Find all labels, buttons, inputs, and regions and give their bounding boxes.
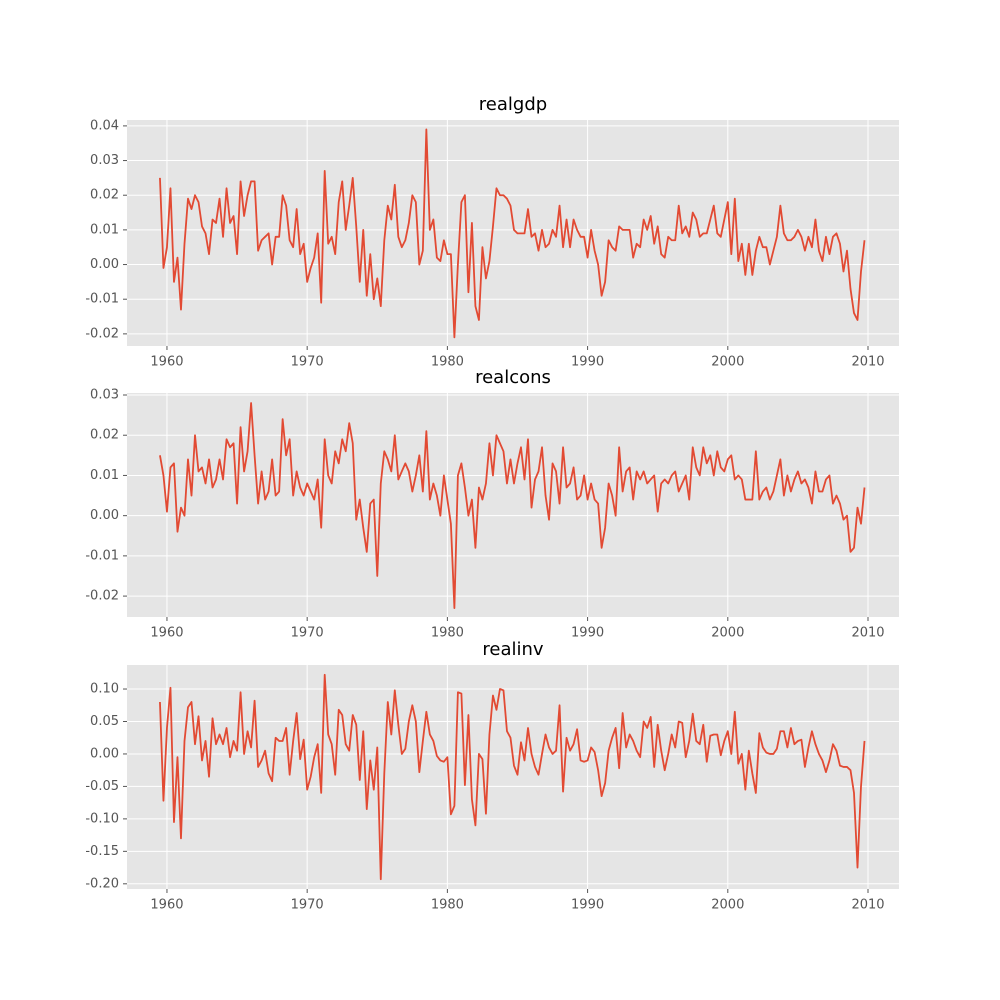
y-tick-label: 0.02 — [90, 188, 119, 203]
plot-area — [127, 665, 899, 889]
x-tick-label: 1980 — [431, 355, 464, 370]
y-tick-label: 0.00 — [90, 746, 119, 761]
x-tick-label: 1960 — [150, 626, 183, 641]
x-tick-label: 1990 — [571, 355, 604, 370]
data-line — [159, 402, 866, 610]
plot-area — [127, 120, 899, 346]
x-tick-label: 2000 — [711, 355, 744, 370]
x-tick-label: 2010 — [851, 355, 884, 370]
x-tick-label: 1960 — [150, 355, 183, 370]
data-line — [159, 673, 866, 881]
y-tick-label: -0.05 — [85, 779, 119, 794]
y-tick-label: 0.03 — [90, 388, 119, 403]
x-tick-label: 2000 — [711, 898, 744, 913]
y-tick-label: -0.10 — [85, 811, 119, 826]
x-tick-label: 2010 — [851, 898, 884, 913]
x-tick-label: 1980 — [431, 898, 464, 913]
plot-area — [127, 393, 899, 617]
chart-title: realgdp — [479, 94, 547, 115]
x-tick-label: 1990 — [571, 626, 604, 641]
y-tick-label: 0.03 — [90, 153, 119, 168]
chart-title: realcons — [475, 367, 551, 388]
x-tick-label: 1960 — [150, 898, 183, 913]
chart-title: realinv — [482, 639, 544, 660]
x-tick-label: 1970 — [291, 355, 324, 370]
y-tick-label: 0.10 — [90, 682, 119, 697]
y-tick-label: 0.04 — [90, 118, 119, 133]
x-tick-label: 2000 — [711, 626, 744, 641]
x-tick-label: 1990 — [571, 898, 604, 913]
y-tick-label: 0.01 — [90, 468, 119, 483]
y-tick-label: 0.00 — [90, 508, 119, 523]
x-tick-label: 1980 — [431, 626, 464, 641]
x-tick-label: 1970 — [291, 898, 324, 913]
x-tick-label: 1970 — [291, 626, 324, 641]
y-tick-label: 0.05 — [90, 714, 119, 729]
data-line — [159, 128, 866, 339]
y-tick-label: -0.01 — [85, 292, 119, 307]
y-tick-label: -0.02 — [85, 589, 119, 604]
y-tick-label: 0.01 — [90, 222, 119, 237]
y-tick-label: 0.00 — [90, 257, 119, 272]
y-tick-label: -0.15 — [85, 844, 119, 859]
y-tick-label: -0.02 — [85, 326, 119, 341]
y-tick-label: -0.20 — [85, 876, 119, 891]
y-tick-label: 0.02 — [90, 428, 119, 443]
y-tick-label: -0.01 — [85, 548, 119, 563]
x-tick-label: 2010 — [851, 626, 884, 641]
